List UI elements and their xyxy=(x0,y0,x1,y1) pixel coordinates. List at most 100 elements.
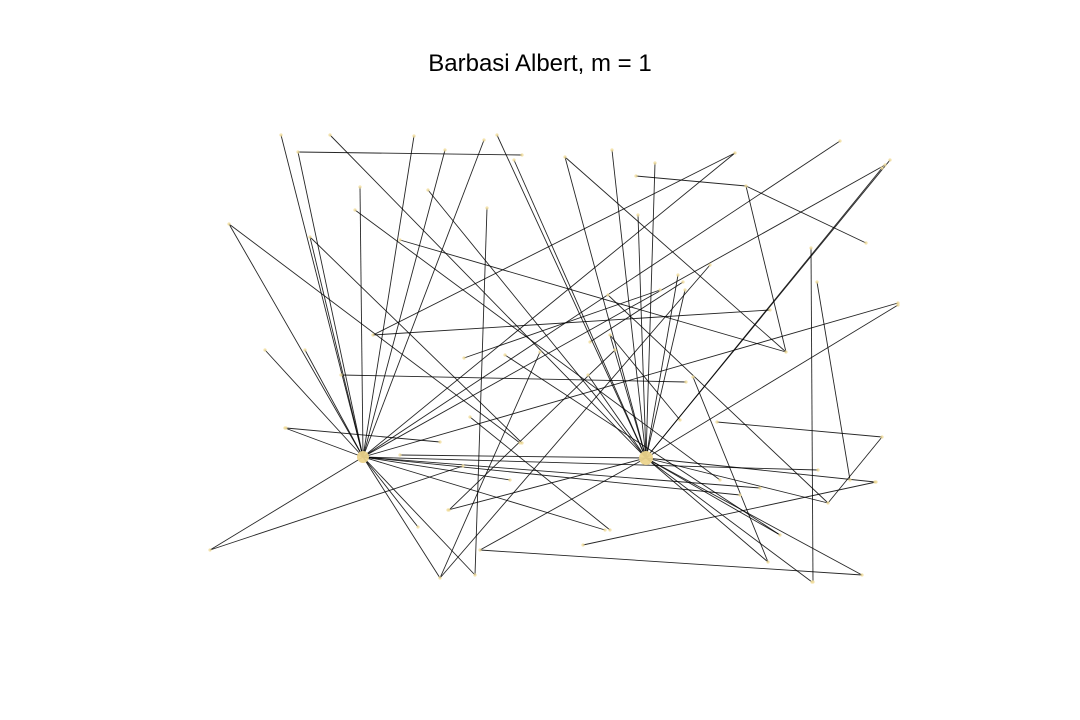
graph-edge xyxy=(439,264,711,579)
graph-node xyxy=(883,163,887,167)
graph-edge xyxy=(359,186,364,458)
graph-edge xyxy=(362,456,761,489)
graph-node xyxy=(826,501,830,505)
graph-edge xyxy=(692,376,769,563)
graph-edge xyxy=(362,140,841,458)
graph-edge xyxy=(645,304,899,459)
graph-node xyxy=(353,208,357,212)
graph-node xyxy=(815,280,819,284)
graph-node xyxy=(634,174,638,178)
graph-edge xyxy=(297,151,523,156)
graph-edge xyxy=(645,457,813,583)
graph-edge xyxy=(228,223,521,444)
graph-node xyxy=(398,238,402,242)
graph-node xyxy=(447,508,451,512)
graph-edge xyxy=(362,164,886,458)
graph-edge xyxy=(427,189,647,459)
graph-node xyxy=(438,576,442,580)
graph-node xyxy=(518,441,522,445)
graph-edge xyxy=(264,349,364,458)
graph-node xyxy=(768,308,772,312)
graph-node xyxy=(816,468,820,472)
graph-edge xyxy=(587,374,647,459)
graph-edge xyxy=(447,457,647,511)
graph-edge xyxy=(645,457,863,576)
graph-edge xyxy=(209,456,364,551)
graph-edge xyxy=(309,236,523,444)
graph-edge xyxy=(448,349,616,511)
graph-node xyxy=(715,420,719,424)
graph-node xyxy=(426,188,430,192)
hub-node xyxy=(357,451,369,463)
graph-node xyxy=(485,206,489,210)
graph-edge xyxy=(280,134,364,458)
graph-node xyxy=(520,153,524,157)
graph-node xyxy=(412,134,416,138)
graph-node xyxy=(538,350,542,354)
graph-node xyxy=(766,560,770,564)
graph-edge xyxy=(645,167,883,459)
graph-edge xyxy=(362,139,485,458)
graph-node xyxy=(608,333,612,337)
graph-edge xyxy=(513,159,647,459)
graph-node xyxy=(398,453,402,457)
graph-edge xyxy=(827,436,883,504)
graph-node xyxy=(227,222,231,226)
graph-node xyxy=(691,375,695,379)
graph-node xyxy=(848,478,852,482)
graph-node xyxy=(461,464,465,468)
graph-node xyxy=(308,235,312,239)
graph-edge xyxy=(474,207,488,576)
edge-layer xyxy=(209,134,899,583)
graph-edge xyxy=(228,223,364,458)
graph-edge xyxy=(362,456,606,531)
graph-edge xyxy=(645,162,656,459)
graph-edge xyxy=(469,416,611,531)
graph-edge xyxy=(309,236,364,458)
graph-node xyxy=(838,139,842,143)
graph-edge xyxy=(645,457,769,563)
graph-edge xyxy=(479,549,863,576)
graph-node xyxy=(733,151,737,155)
graph-node xyxy=(744,184,748,188)
graph-node xyxy=(606,293,610,297)
graph-edge xyxy=(362,152,736,458)
graph-node xyxy=(758,486,762,490)
hub-node xyxy=(639,451,653,465)
graph-edge xyxy=(582,481,877,546)
graph-node xyxy=(512,158,516,162)
graph-edge xyxy=(362,456,419,528)
graph-edge xyxy=(362,149,446,458)
graph-edge xyxy=(463,289,661,359)
graph-node xyxy=(636,213,640,217)
graph-node xyxy=(339,373,343,377)
graph-node xyxy=(811,580,815,584)
graph-edge xyxy=(362,456,441,579)
graph-edge xyxy=(564,156,787,353)
graph-node xyxy=(880,435,884,439)
graph-node xyxy=(328,133,332,137)
graph-edge xyxy=(609,334,681,421)
graph-node xyxy=(613,348,617,352)
graph-edge xyxy=(645,457,829,504)
graph-node xyxy=(676,273,680,277)
graph-edge xyxy=(362,456,476,576)
graph-edge xyxy=(399,239,787,353)
graph-node xyxy=(416,525,420,529)
graph-node xyxy=(503,353,507,357)
graph-node xyxy=(888,158,892,162)
graph-edge xyxy=(745,185,787,353)
graph-node xyxy=(263,348,267,352)
graph-edge xyxy=(362,456,741,496)
graph-node xyxy=(610,148,614,152)
graph-edge xyxy=(285,427,441,443)
graph-node xyxy=(462,356,466,360)
node-layer xyxy=(208,133,900,584)
graph-edge xyxy=(329,134,647,459)
graph-node xyxy=(683,288,687,292)
graph-edge xyxy=(340,374,687,383)
graph-node xyxy=(678,418,682,422)
graph-node xyxy=(864,241,868,245)
graph-node xyxy=(586,373,590,377)
graph-node xyxy=(468,415,472,419)
